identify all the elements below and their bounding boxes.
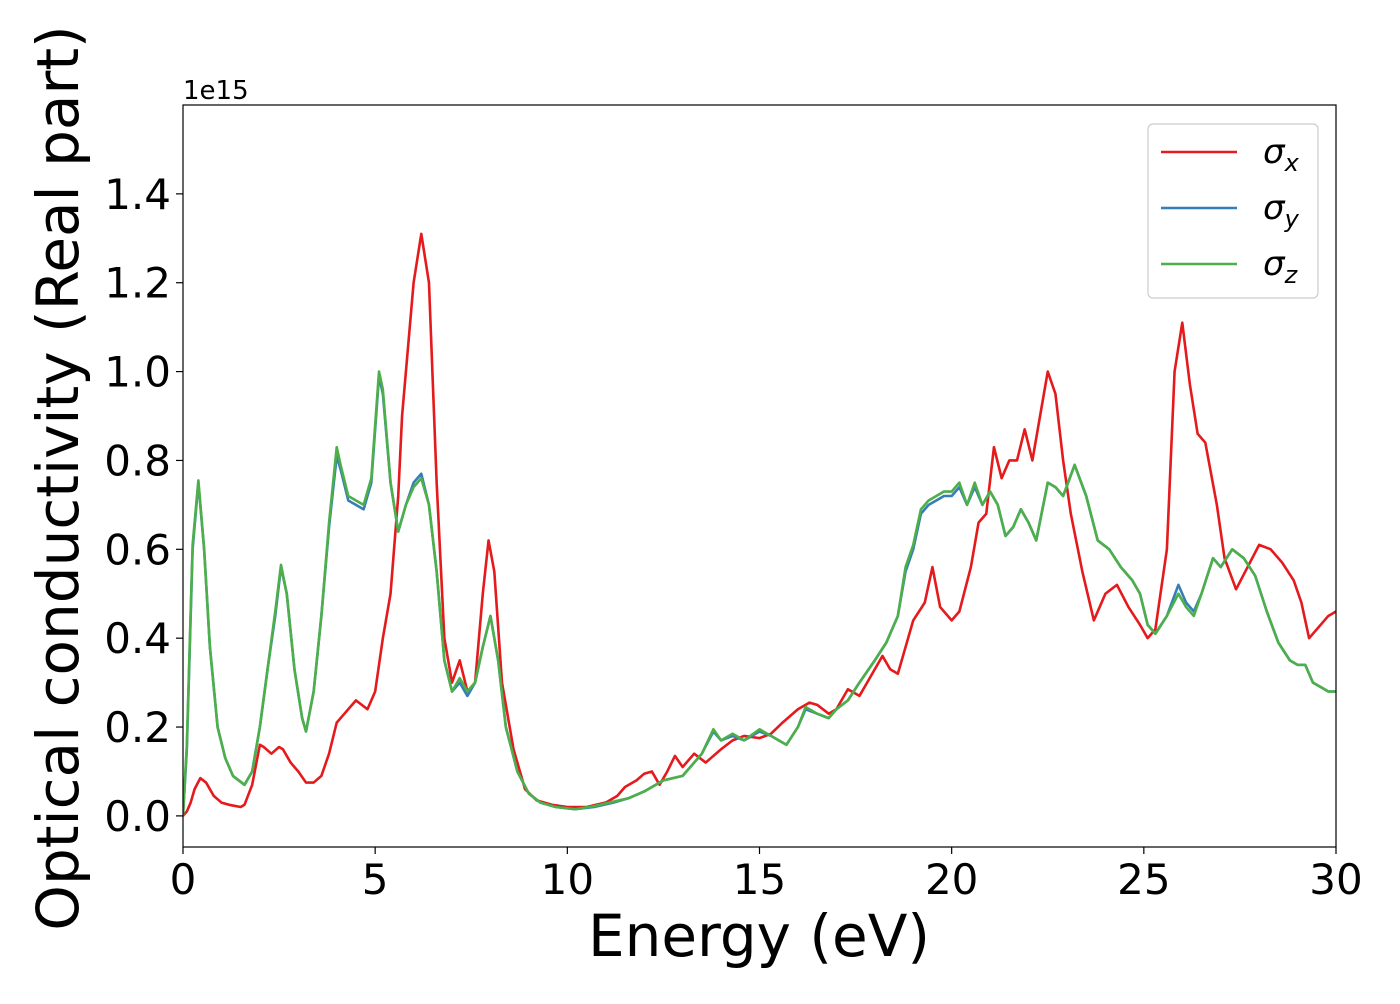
y-tick-label: 1.2	[104, 259, 171, 308]
y-axis: 0.0 0.2 0.4 0.6 0.8 1.0 1.2 1.4	[104, 170, 183, 841]
legend-label-symbol: σ	[1263, 132, 1286, 172]
x-axis: 0 5 10 15 20 25 30	[170, 847, 1363, 904]
series-line-z	[183, 370, 1336, 816]
legend-label-subscript: x	[1284, 149, 1300, 177]
legend-label-symbol: σ	[1263, 188, 1286, 228]
y-offset-text: 1e15	[183, 76, 249, 106]
series-line-x	[183, 232, 1336, 817]
y-tick-label: 0.6	[104, 525, 171, 574]
legend-label-y: σy	[1263, 188, 1300, 233]
y-tick-label: 1.0	[104, 348, 171, 397]
x-tick-label: 10	[541, 855, 594, 904]
x-tick-label: 25	[1117, 855, 1170, 904]
legend-label-z: σz	[1263, 244, 1299, 289]
x-tick-label: 30	[1309, 855, 1362, 904]
legend-label-subscript: y	[1284, 205, 1300, 233]
x-tick-label: 5	[362, 855, 389, 904]
legend-label-symbol: σ	[1263, 244, 1286, 284]
x-axis-label: Energy (eV)	[588, 902, 930, 970]
y-tick-label: 0.8	[104, 436, 171, 485]
legend-box	[1147, 123, 1319, 299]
legend-label-subscript: z	[1284, 261, 1299, 289]
plot-area	[182, 104, 1337, 848]
axes-background	[183, 105, 1336, 847]
x-tick-label: 20	[925, 855, 978, 904]
y-axis-label: Optical conductivity (Real part)	[24, 25, 92, 930]
x-tick-label: 0	[170, 855, 197, 904]
legend-label-x: σx	[1263, 132, 1300, 177]
y-tick-label: 1.4	[104, 170, 171, 219]
y-tick-label: 0.2	[104, 703, 171, 752]
series-layer	[183, 232, 1336, 817]
y-tick-label: 0.4	[104, 614, 171, 663]
x-tick-label: 15	[733, 855, 786, 904]
y-tick-label: 0.0	[104, 792, 171, 841]
